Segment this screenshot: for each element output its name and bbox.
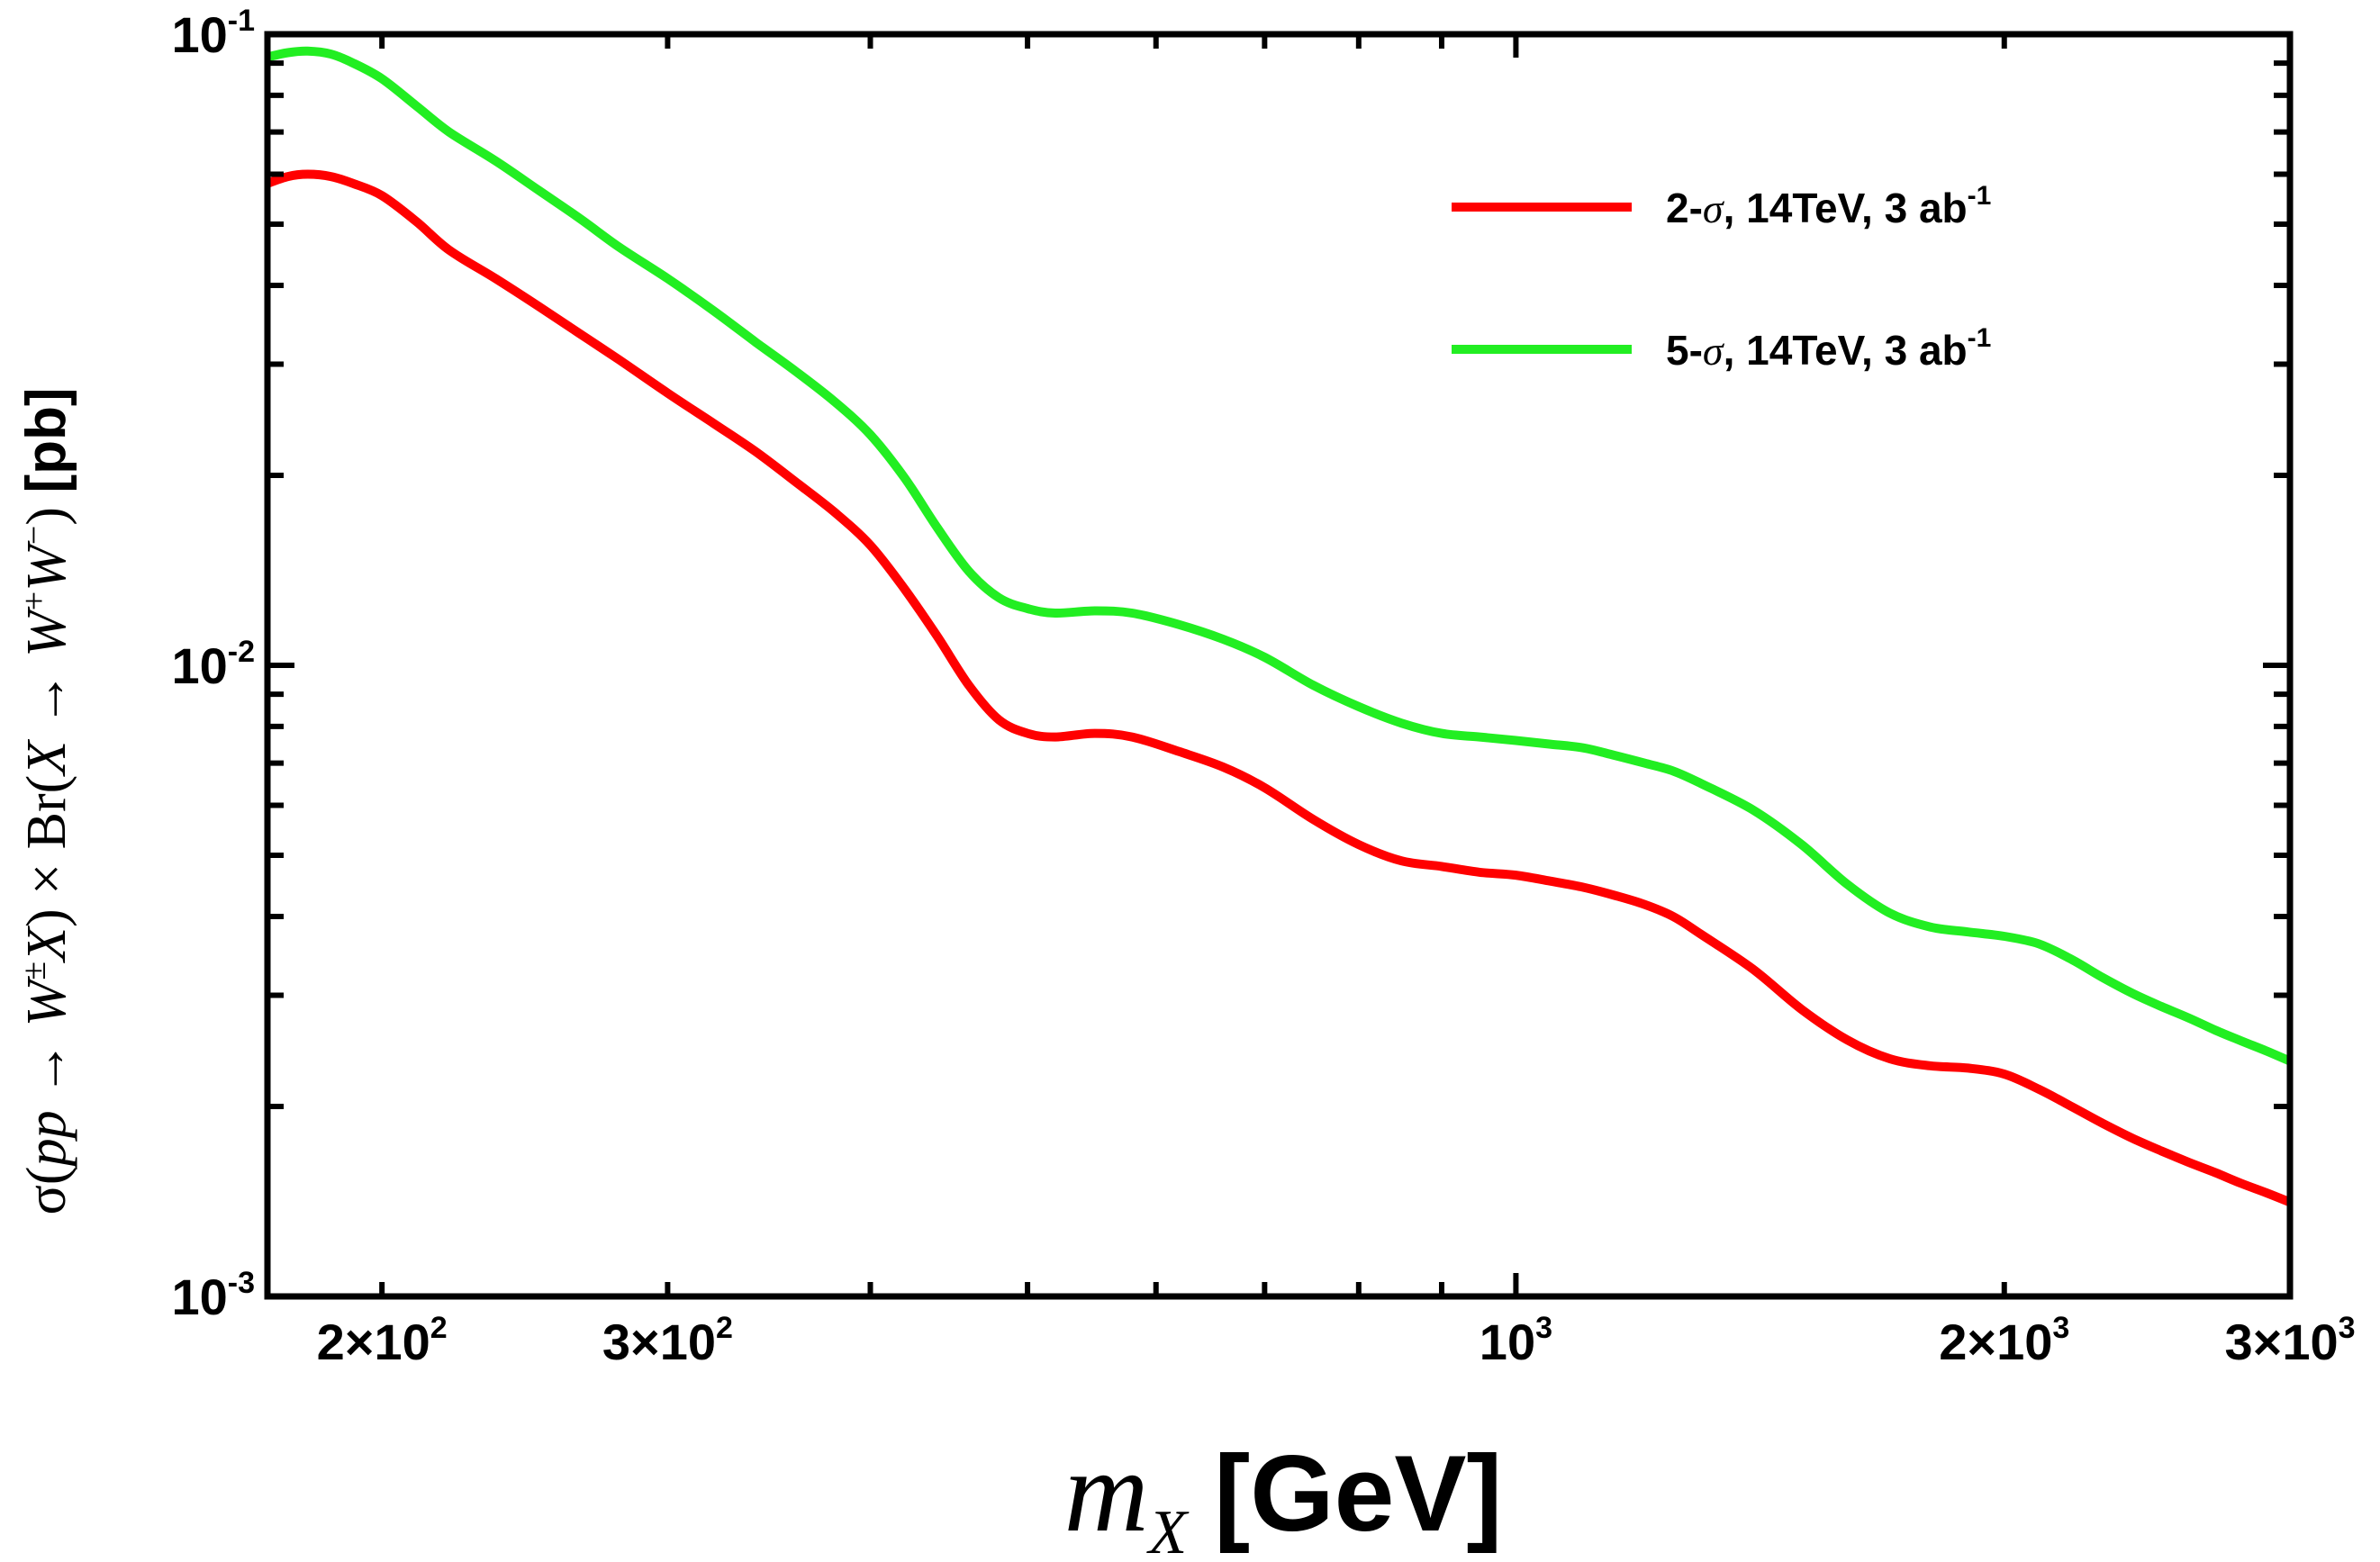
plot-frame	[264, 31, 2294, 1300]
tick-labels: 2×102 3×102 103 2×103 3×103 10-1 10-2 10-3	[171, 4, 2355, 1370]
series-line-5sigma	[266, 46, 2292, 1066]
x-tick-label: 2×102	[317, 1311, 448, 1370]
x-tick-label: 3×102	[602, 1311, 733, 1370]
y-tick-label: 10-2	[171, 635, 255, 694]
x-tick-label: 103	[1480, 1311, 1552, 1370]
series-line-2sigma	[266, 169, 2292, 1207]
y-tick-label: 10-1	[171, 4, 255, 63]
x-axis-label: mX [GeV]	[1064, 1427, 1503, 1562]
legend-label-5sigma: 5-σ, 14TeV, 3 ab-1	[1666, 323, 1991, 374]
legend-label-2sigma: 2-σ, 14TeV, 3 ab-1	[1666, 181, 1991, 231]
x-tick-label: 2×103	[1939, 1311, 2069, 1370]
y-axis-label: σ(pp → W±X) × Br(X → W+W−) [pb]	[15, 387, 77, 1214]
legend: 2-σ, 14TeV, 3 ab-1 5-σ, 14TeV, 3 ab-1	[1452, 181, 1991, 374]
y-tick-label: 10-3	[171, 1266, 255, 1325]
series-layer	[266, 46, 2292, 1207]
x-tick-label: 3×103	[2224, 1311, 2355, 1370]
